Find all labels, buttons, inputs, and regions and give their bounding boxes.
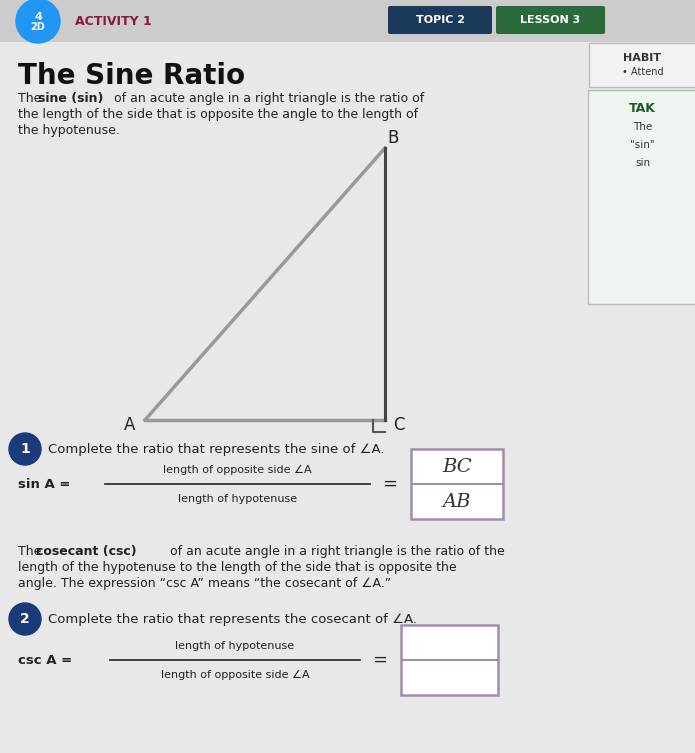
Bar — [0, 0, 695, 42]
FancyBboxPatch shape — [496, 6, 605, 34]
Text: 1: 1 — [20, 442, 30, 456]
Text: 2D: 2D — [31, 22, 45, 32]
Text: ACTIVITY 1: ACTIVITY 1 — [75, 14, 152, 28]
Text: length of hypotenuse: length of hypotenuse — [175, 641, 295, 651]
Circle shape — [9, 603, 41, 635]
Text: csc A =: csc A = — [18, 654, 72, 666]
Text: =: = — [382, 475, 398, 493]
FancyBboxPatch shape — [401, 625, 498, 695]
Text: length of opposite side ∠A: length of opposite side ∠A — [163, 465, 312, 475]
Text: sin: sin — [635, 158, 650, 168]
Text: The: The — [18, 92, 45, 105]
Text: BC: BC — [442, 458, 472, 476]
Text: AB: AB — [443, 493, 471, 511]
Text: length of hypotenuse: length of hypotenuse — [178, 494, 297, 504]
FancyBboxPatch shape — [588, 90, 695, 304]
Text: sine (sin): sine (sin) — [38, 92, 104, 105]
Text: C: C — [393, 416, 404, 434]
Text: 4: 4 — [34, 12, 42, 22]
Text: Complete the ratio that represents the cosecant of ∠A.: Complete the ratio that represents the c… — [48, 612, 417, 626]
Text: A: A — [124, 416, 136, 434]
Text: The Sine Ratio: The Sine Ratio — [18, 62, 245, 90]
Text: "sin": "sin" — [630, 140, 655, 150]
Text: The: The — [633, 122, 652, 132]
Circle shape — [9, 433, 41, 465]
Text: length of the hypotenuse to the length of the side that is opposite the: length of the hypotenuse to the length o… — [18, 561, 457, 574]
Text: =: = — [373, 651, 388, 669]
Text: TOPIC 2: TOPIC 2 — [416, 15, 464, 25]
Text: 2: 2 — [20, 612, 30, 626]
Text: angle. The expression “csc A” means “the cosecant of ∠A.”: angle. The expression “csc A” means “the… — [18, 577, 391, 590]
Text: TAK: TAK — [629, 102, 656, 114]
FancyBboxPatch shape — [589, 43, 695, 87]
Text: of an acute angle in a right triangle is the ratio of the: of an acute angle in a right triangle is… — [166, 545, 505, 558]
FancyBboxPatch shape — [411, 449, 503, 519]
Circle shape — [16, 0, 60, 43]
Text: LESSON 3: LESSON 3 — [521, 15, 580, 25]
FancyBboxPatch shape — [388, 6, 492, 34]
Text: B: B — [387, 129, 399, 147]
Text: the hypotenuse.: the hypotenuse. — [18, 124, 120, 137]
Text: • Attend: • Attend — [622, 67, 663, 77]
Text: cosecant (csc): cosecant (csc) — [36, 545, 137, 558]
Text: length of opposite side ∠A: length of opposite side ∠A — [161, 670, 309, 680]
Text: the length of the side that is opposite the angle to the length of: the length of the side that is opposite … — [18, 108, 418, 121]
Text: HABIT: HABIT — [623, 53, 662, 63]
Text: sin A =: sin A = — [18, 477, 70, 490]
Text: Complete the ratio that represents the sine of ∠A.: Complete the ratio that represents the s… — [48, 443, 384, 456]
Text: The: The — [18, 545, 45, 558]
Text: of an acute angle in a right triangle is the ratio of: of an acute angle in a right triangle is… — [110, 92, 424, 105]
